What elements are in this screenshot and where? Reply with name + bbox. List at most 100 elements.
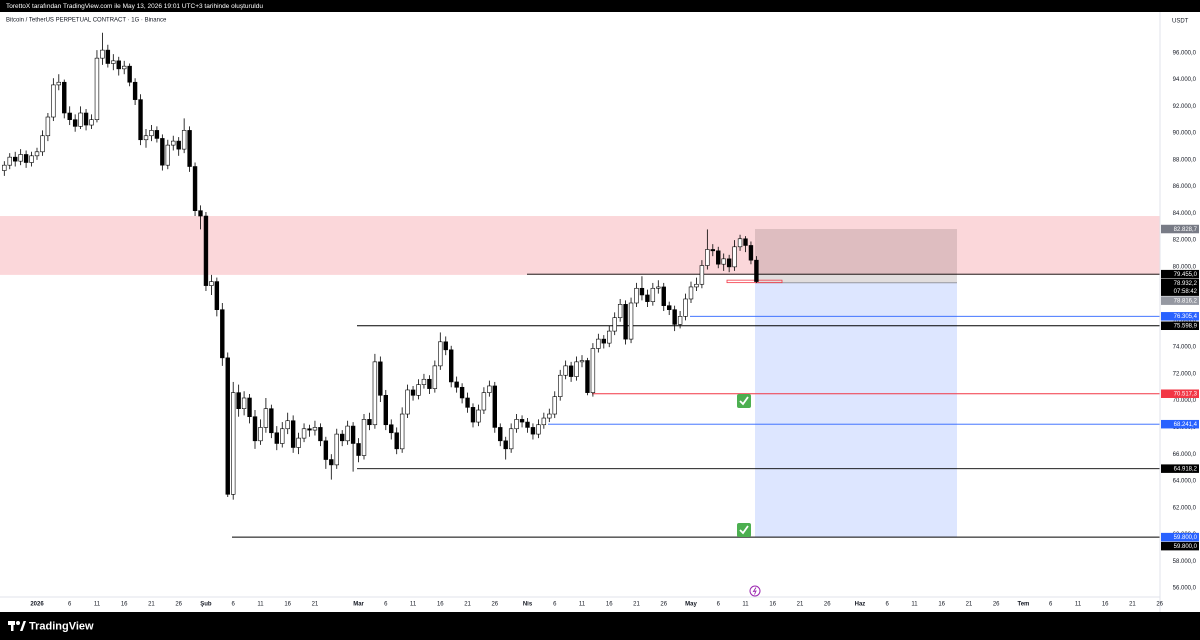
candle-body	[307, 428, 312, 431]
x-tick-label: 16	[284, 602, 291, 608]
x-tick-label: Tem	[1017, 602, 1029, 608]
candle-body	[617, 304, 623, 319]
price-label: 70.517,3	[1174, 392, 1198, 398]
x-tick-label: 11	[579, 602, 586, 608]
x-tick-label: 21	[1129, 602, 1136, 608]
check-icon	[737, 394, 751, 408]
candle-body	[557, 374, 563, 397]
y-tick-label: 74.000,0	[1173, 345, 1197, 351]
candle-body	[432, 365, 438, 389]
x-tick-label: Haz	[855, 602, 866, 608]
candle-body	[579, 360, 585, 363]
x-tick-label: 11	[94, 602, 101, 608]
price-label-box	[1161, 464, 1199, 473]
x-tick-label: 21	[312, 602, 319, 608]
x-tick-label: 21	[633, 602, 640, 608]
candle-body	[726, 258, 732, 268]
candle-body	[111, 60, 116, 64]
candle-body	[694, 283, 699, 288]
candle-body	[329, 459, 334, 466]
candle-body	[754, 259, 759, 282]
bottom-bar	[0, 612, 1200, 640]
y-tick-label: 70.000,0	[1173, 398, 1197, 404]
price-label: 59.800,0	[1174, 535, 1198, 541]
price-label-box	[1161, 321, 1199, 331]
candle-body	[536, 424, 541, 435]
price-label: 75.598,9	[1174, 324, 1198, 330]
symbol: Bitcoin / TetherUS PERPETUAL CONTRACT · …	[6, 18, 167, 24]
candle-body	[416, 384, 421, 396]
brand: TradingView	[29, 620, 94, 632]
price-label: 82.828,7	[1174, 227, 1198, 233]
candle-body	[383, 395, 388, 426]
candle-body	[252, 416, 258, 442]
candle-body	[661, 286, 666, 306]
x-tick-label: 11	[911, 602, 918, 608]
x-tick-label: Mar	[353, 602, 364, 608]
candle-body	[149, 130, 154, 137]
candle-body	[683, 298, 688, 317]
y-tick-label: 62.000,0	[1173, 505, 1197, 511]
candle-body	[225, 357, 230, 495]
candle-body	[705, 249, 710, 266]
x-tick-label: 21	[797, 602, 804, 608]
candle-body	[737, 238, 743, 248]
check-icon	[737, 523, 751, 537]
candle-body	[323, 440, 329, 460]
y-tick-label: 92.000,0	[1173, 104, 1197, 110]
candle-body	[421, 378, 427, 385]
candle-body	[67, 112, 72, 120]
y-tick-label: 96.000,0	[1173, 50, 1197, 56]
candle-body	[498, 427, 503, 442]
candle-body	[280, 428, 285, 444]
candle-body	[290, 420, 296, 448]
candle-body	[508, 428, 514, 450]
x-tick-label: 16	[437, 602, 444, 608]
x-tick-label: 6	[717, 602, 721, 608]
candle-body	[339, 433, 345, 442]
price-label-box	[1161, 224, 1199, 234]
x-tick-label: 16	[938, 602, 945, 608]
x-tick-label: 11	[257, 602, 264, 608]
candle-body	[192, 166, 198, 211]
candle-body	[241, 397, 247, 409]
price-label-box	[1161, 312, 1199, 321]
x-tick-label: 16	[1102, 602, 1109, 608]
candle-body	[132, 81, 138, 100]
candle-body	[78, 112, 83, 127]
price-label: 59.800,0	[1174, 544, 1198, 550]
candle-body	[454, 381, 459, 388]
x-tick-label: 26	[1156, 602, 1163, 608]
x-tick-label: 21	[966, 602, 973, 608]
x-tick-label: 6	[1049, 602, 1053, 608]
candle-body	[345, 425, 350, 442]
candle-body	[552, 396, 557, 415]
candle-body	[503, 440, 508, 450]
candle-body	[138, 99, 143, 141]
candle-body	[7, 156, 12, 166]
candle-body	[51, 84, 56, 118]
candle-body	[40, 135, 45, 153]
price-label-box	[1161, 296, 1199, 305]
candle-body	[296, 437, 301, 448]
candle-body	[743, 238, 748, 246]
top-bar	[0, 0, 1200, 12]
y-tick-label: 64.000,0	[1173, 479, 1197, 485]
candle-body	[650, 287, 656, 302]
y-tick-label: 80.000,0	[1173, 264, 1197, 270]
y-tick-label: 86.000,0	[1173, 184, 1197, 190]
position-target-area	[755, 282, 957, 538]
y-tick-label: 88.000,0	[1173, 157, 1197, 163]
price-label-box	[1161, 269, 1199, 279]
candle-body	[623, 304, 628, 340]
candle-body	[89, 119, 94, 126]
candle-body	[470, 407, 476, 423]
candle-body	[612, 317, 617, 332]
candle-body	[666, 305, 672, 310]
candle-body	[448, 349, 454, 383]
candle-body	[514, 419, 519, 430]
candle-body	[274, 432, 279, 444]
countdown: 07:58:42	[1174, 289, 1198, 295]
candle-body	[547, 413, 552, 419]
candle-body	[231, 392, 236, 495]
